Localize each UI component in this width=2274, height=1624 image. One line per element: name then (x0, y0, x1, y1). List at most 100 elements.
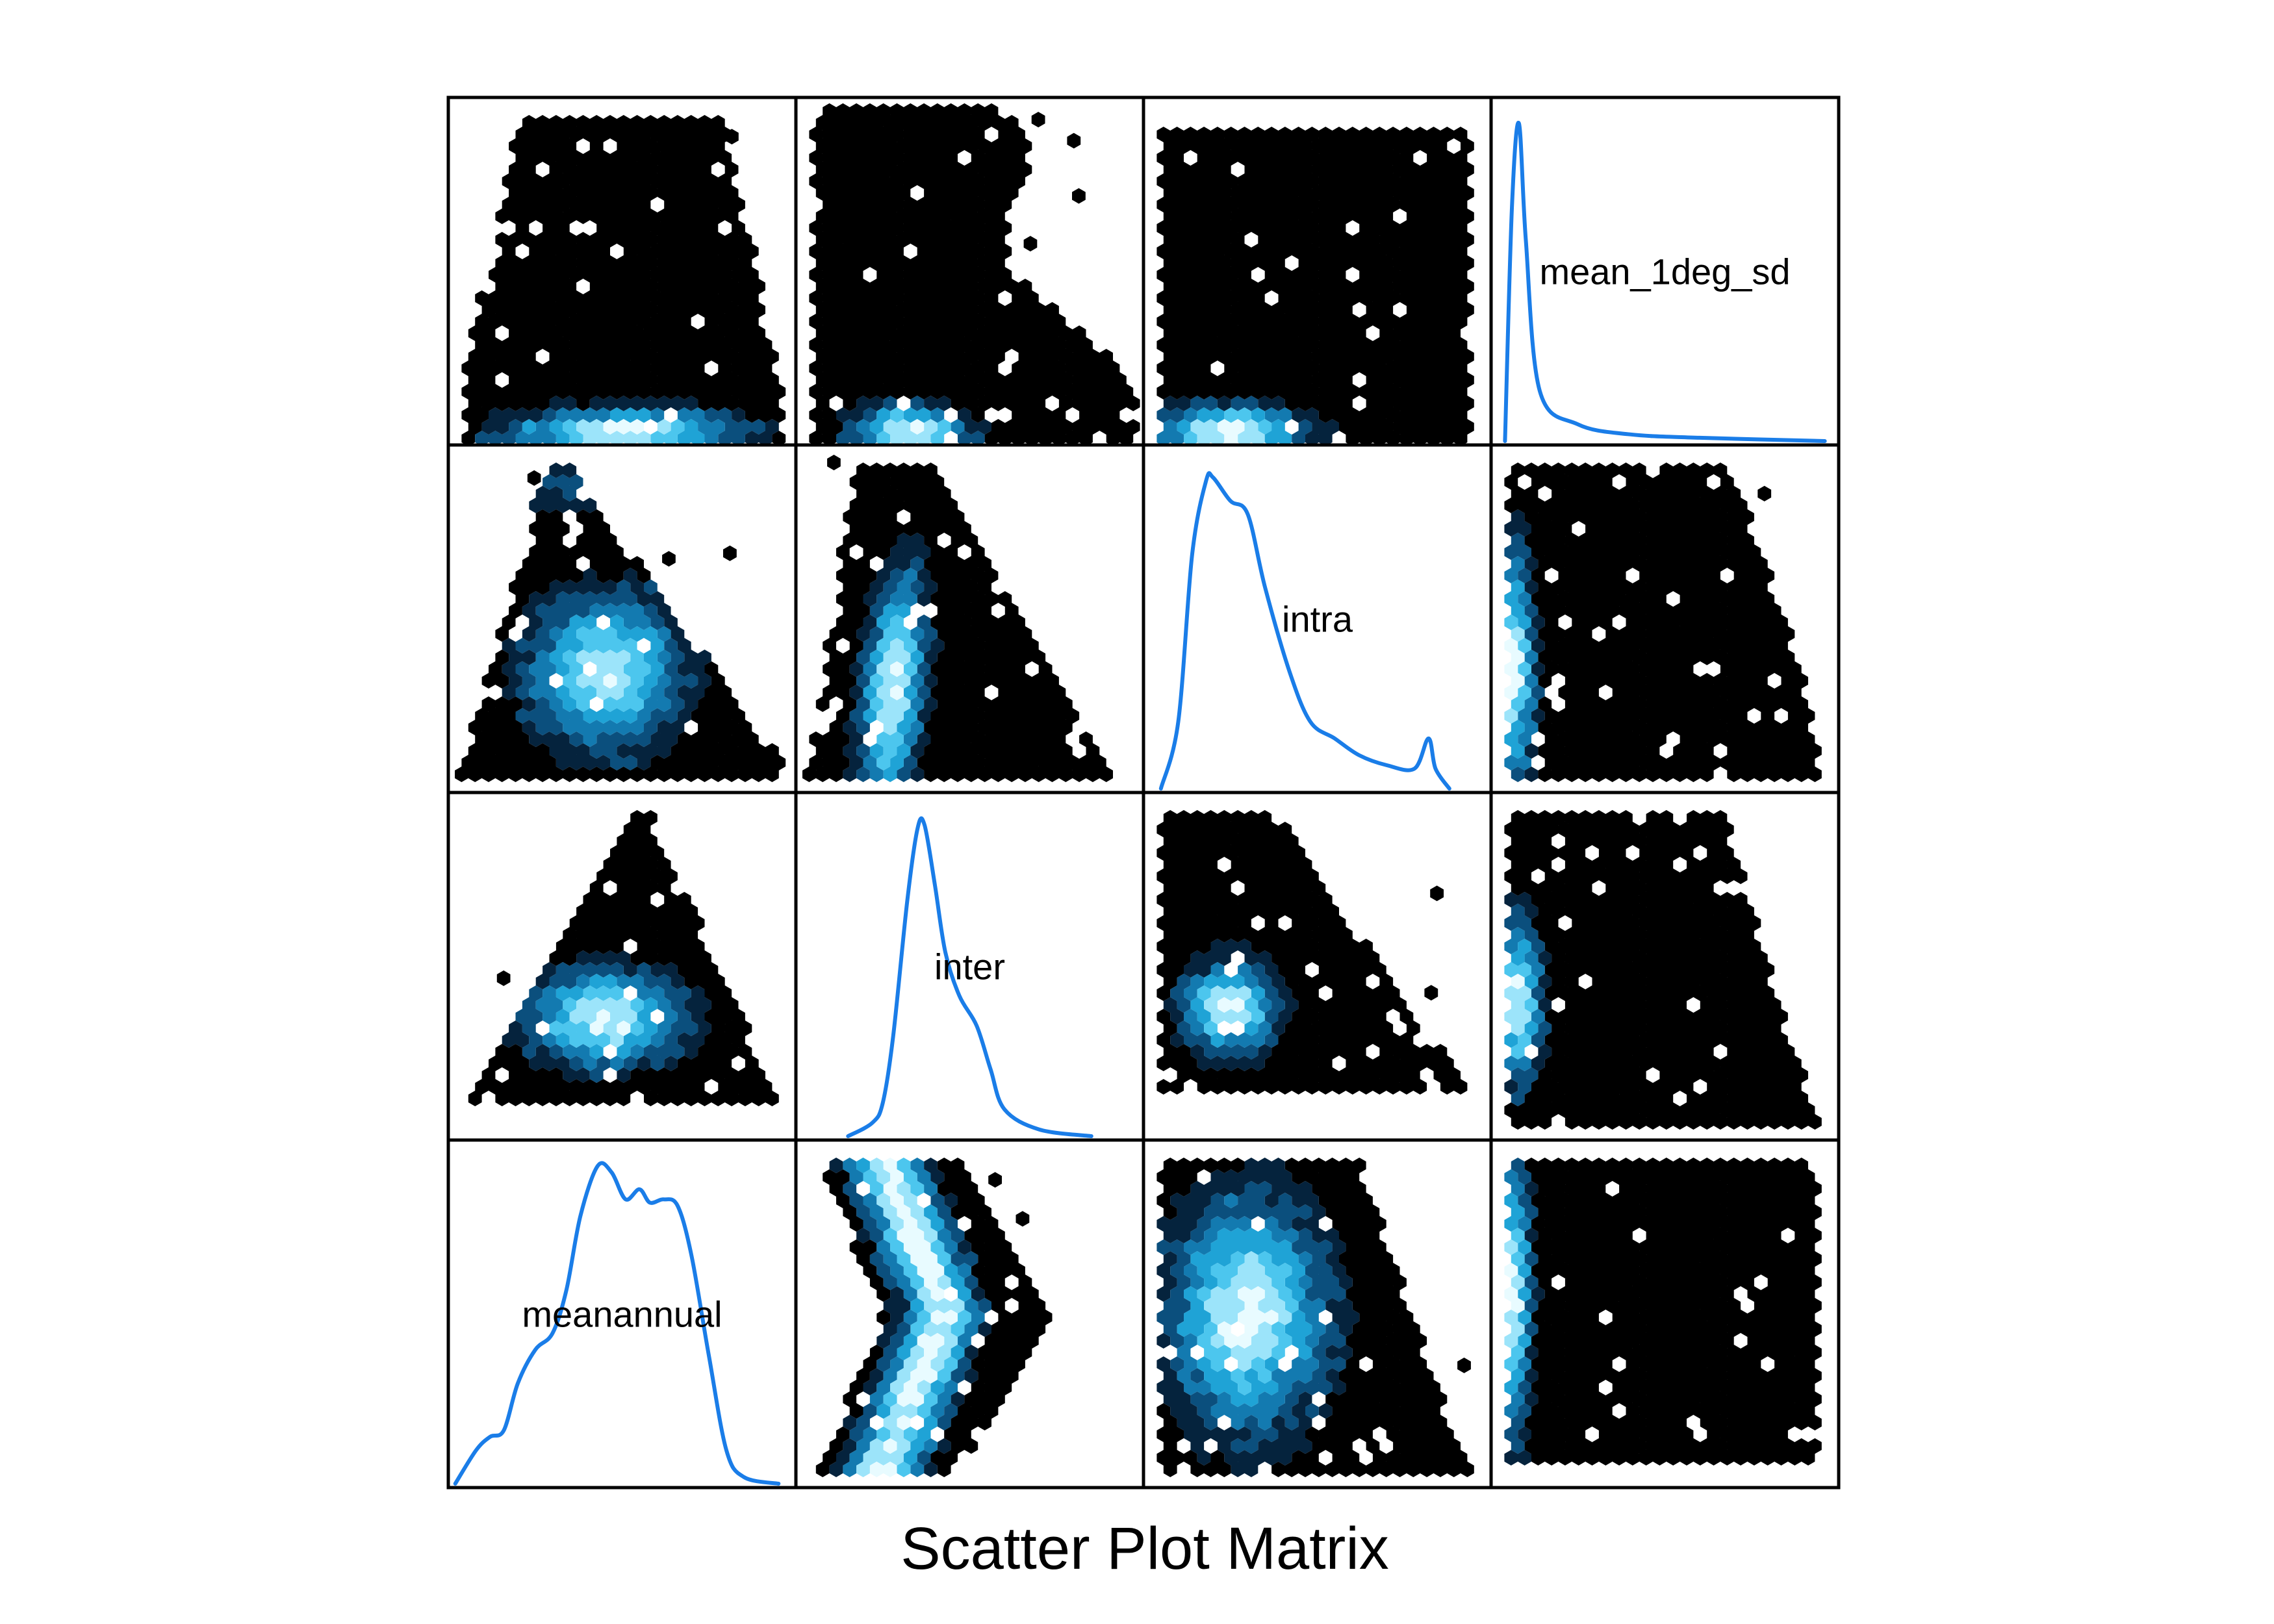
hexbin-bins (1504, 1263, 1525, 1313)
hexbin-bins (883, 419, 938, 446)
hexbin-bins (1184, 962, 1272, 1048)
hexbin-bins (589, 1009, 631, 1036)
hexbin-bins (1177, 407, 1292, 446)
hexbin-bins (556, 974, 658, 1059)
hexbin-panel-inter-vs-intra (1156, 810, 1468, 1095)
hexbin-panel-meanannual-vs-intra (1156, 1158, 1474, 1477)
density-panel-mean_1deg_sd: mean_1deg_sd (1503, 120, 1827, 443)
hexbin-bins (515, 474, 698, 770)
diagonal-label-mean_1deg_sd: mean_1deg_sd (1539, 251, 1790, 292)
hexbin-bins (849, 556, 938, 782)
hexbin-panel-meanannual-vs-inter (815, 1158, 1053, 1477)
hexbin-bins (1504, 509, 1545, 782)
hexbin-bins (1504, 927, 1545, 1071)
hexbin-bins (1217, 997, 1245, 1013)
hexbin-bins (481, 396, 779, 446)
hexbin-bins (1504, 638, 1525, 700)
hexbin-panel-intra-vs-meanannual (455, 463, 786, 782)
hexbin-bins (836, 396, 985, 446)
hexbin-bins (603, 419, 644, 435)
hexbin-bins (455, 470, 786, 782)
hexbin-panel-inter-vs-meanannual (468, 810, 779, 1106)
hexbin-bins (1190, 974, 1265, 1048)
density-panel-inter: inter (846, 816, 1093, 1138)
density-curve-meanannual (453, 1161, 781, 1486)
hexbin-bins (1504, 556, 1539, 770)
hexbin-bins (1504, 615, 1531, 712)
hexbin-bins (603, 673, 617, 689)
hexbin-bins (876, 407, 951, 446)
hexbin-bins (1504, 1181, 1545, 1465)
hexbin-bins (869, 1158, 958, 1477)
matrix-border (446, 95, 1841, 1490)
hexbin-panel-intra-vs-inter (802, 455, 1113, 782)
hexbin-bins (569, 997, 637, 1048)
hexbin-bins (1184, 407, 1272, 446)
hexbin-bins (1504, 939, 1539, 1048)
hexbin-bins (522, 407, 705, 446)
hexbin-bins (856, 1158, 971, 1465)
hexbin-bins (549, 615, 665, 724)
hexbin-bins (549, 985, 644, 1048)
hexbin-bins (1204, 1251, 1292, 1372)
diagonal-label-intra: intra (1282, 599, 1353, 640)
hexbin-bins (863, 568, 925, 782)
density-curve-inter (846, 816, 1093, 1138)
hexbin-bins (890, 661, 904, 700)
hexbin-bins (515, 962, 698, 1083)
hexbin-bins (1504, 985, 1531, 1036)
density-panel-meanannual: meanannual (453, 1161, 781, 1486)
hexbin-bins (1163, 939, 1299, 1071)
hexbin-bins (1156, 127, 1474, 446)
hexbin-bins (1504, 1239, 1525, 1349)
hexbin-bins (1163, 396, 1339, 446)
hexbin-bins (1177, 1193, 1326, 1430)
panel-frames (446, 95, 1841, 1490)
density-panel-intra: intra (1158, 471, 1451, 791)
hexbin-bins (1504, 579, 1531, 759)
hexbin-bins (576, 419, 671, 446)
hexbin-bins (1524, 1158, 1822, 1465)
density-curve-mean_1deg_sd (1503, 120, 1827, 443)
hexbin-panel-intra-vs-mean_1deg_sd (1504, 463, 1822, 782)
hexbin-bins (869, 615, 917, 770)
hexbin-bins (809, 103, 1140, 446)
hexbin-bins (910, 419, 925, 435)
hexbin-bins (1511, 974, 1525, 989)
hexbin-bins (1156, 396, 1312, 446)
hexbin-bins (829, 1158, 991, 1477)
hexbin-bins (836, 396, 991, 435)
density-curve-intra (1158, 471, 1451, 791)
hexbin-bins (1177, 1228, 1312, 1407)
hexbin-bins (1197, 1251, 1299, 1395)
hexbin-bins (563, 419, 685, 446)
hexbin-bins (1504, 962, 1539, 1059)
hexbin-bins (1504, 810, 1822, 1130)
hexbin-bins (1504, 626, 1525, 724)
hexbin-bins (869, 407, 931, 435)
hexbin-bins (1156, 810, 1468, 1095)
hexbin-bins (535, 974, 678, 1071)
hexbin-bins (1156, 1158, 1474, 1477)
hexbin-bins (1170, 962, 1285, 1059)
hexbin-bins (1504, 1158, 1539, 1454)
hexbin-bins (1504, 904, 1552, 1106)
hexbin-bins (1504, 463, 1822, 782)
hexbin-bins (856, 1158, 965, 1477)
hexbin-panel-mean_1deg_sd-vs-inter (809, 103, 1140, 446)
diagonal-label-inter: inter (934, 946, 1005, 987)
hexbin-bins (863, 603, 925, 782)
hexbin-bins (1197, 985, 1265, 1036)
diagonal-label-meanannual: meanannual (522, 1294, 722, 1335)
hexbin-bins (461, 115, 786, 446)
hexbin-bins (1504, 533, 1545, 782)
hexbin-bins (843, 1181, 991, 1465)
hexbin-panel-inter-vs-mean_1deg_sd (1504, 810, 1822, 1130)
hexbin-bins (529, 603, 671, 747)
hexbin-panel-mean_1deg_sd-vs-intra (1156, 127, 1474, 446)
hexbin-panel-meanannual-vs-mean_1deg_sd (1504, 1158, 1822, 1465)
hexbin-bins (843, 1158, 985, 1477)
hexbin-bins (576, 650, 631, 700)
hexbin-bins (1156, 1181, 1346, 1454)
hexbin-bins (515, 407, 725, 446)
